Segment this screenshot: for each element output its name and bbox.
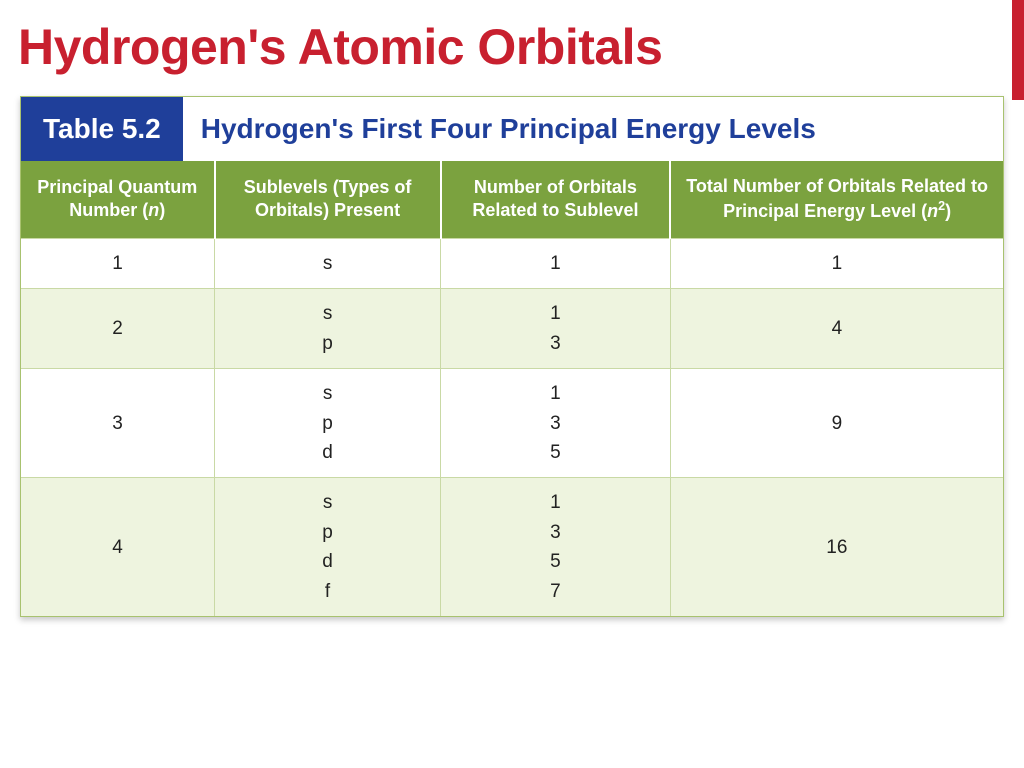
cell-sublevels: spd — [215, 369, 441, 478]
cell-quantum-number: 4 — [21, 478, 215, 616]
cell-quantum-number: 3 — [21, 369, 215, 478]
cell-quantum-number: 2 — [21, 289, 215, 369]
table-badge: Table 5.2 — [21, 97, 183, 161]
table-container: Table 5.2 Hydrogen's First Four Principa… — [20, 96, 1004, 617]
column-header: Total Number of Orbitals Related to Prin… — [670, 161, 1003, 238]
column-header: Number of Orbitals Related to Sublevel — [441, 161, 671, 238]
cell-orbitals: 135 — [441, 369, 671, 478]
cell-orbitals: 1357 — [441, 478, 671, 616]
column-header: Principal Quantum Number (n) — [21, 161, 215, 238]
cell-orbitals: 1 — [441, 238, 671, 288]
table-row: 1s11 — [21, 238, 1003, 288]
cell-sublevels: spdf — [215, 478, 441, 616]
page-title: Hydrogen's Atomic Orbitals — [0, 0, 1024, 82]
table-row: 4spdf135716 — [21, 478, 1003, 616]
table-header: Principal Quantum Number (n)Sublevels (T… — [21, 161, 1003, 238]
cell-orbitals: 13 — [441, 289, 671, 369]
energy-levels-table: Principal Quantum Number (n)Sublevels (T… — [21, 161, 1003, 616]
table-row: 2sp134 — [21, 289, 1003, 369]
table-body: 1s112sp1343spd13594spdf135716 — [21, 238, 1003, 616]
table-title-row: Table 5.2 Hydrogen's First Four Principa… — [21, 97, 1003, 161]
column-header: Sublevels (Types of Orbitals) Present — [215, 161, 441, 238]
cell-total: 1 — [670, 238, 1003, 288]
cell-total: 9 — [670, 369, 1003, 478]
cell-total: 16 — [670, 478, 1003, 616]
cell-sublevels: sp — [215, 289, 441, 369]
cell-total: 4 — [670, 289, 1003, 369]
cell-quantum-number: 1 — [21, 238, 215, 288]
accent-bar — [1012, 0, 1024, 100]
table-caption: Hydrogen's First Four Principal Energy L… — [183, 97, 1003, 161]
table-row: 3spd1359 — [21, 369, 1003, 478]
cell-sublevels: s — [215, 238, 441, 288]
